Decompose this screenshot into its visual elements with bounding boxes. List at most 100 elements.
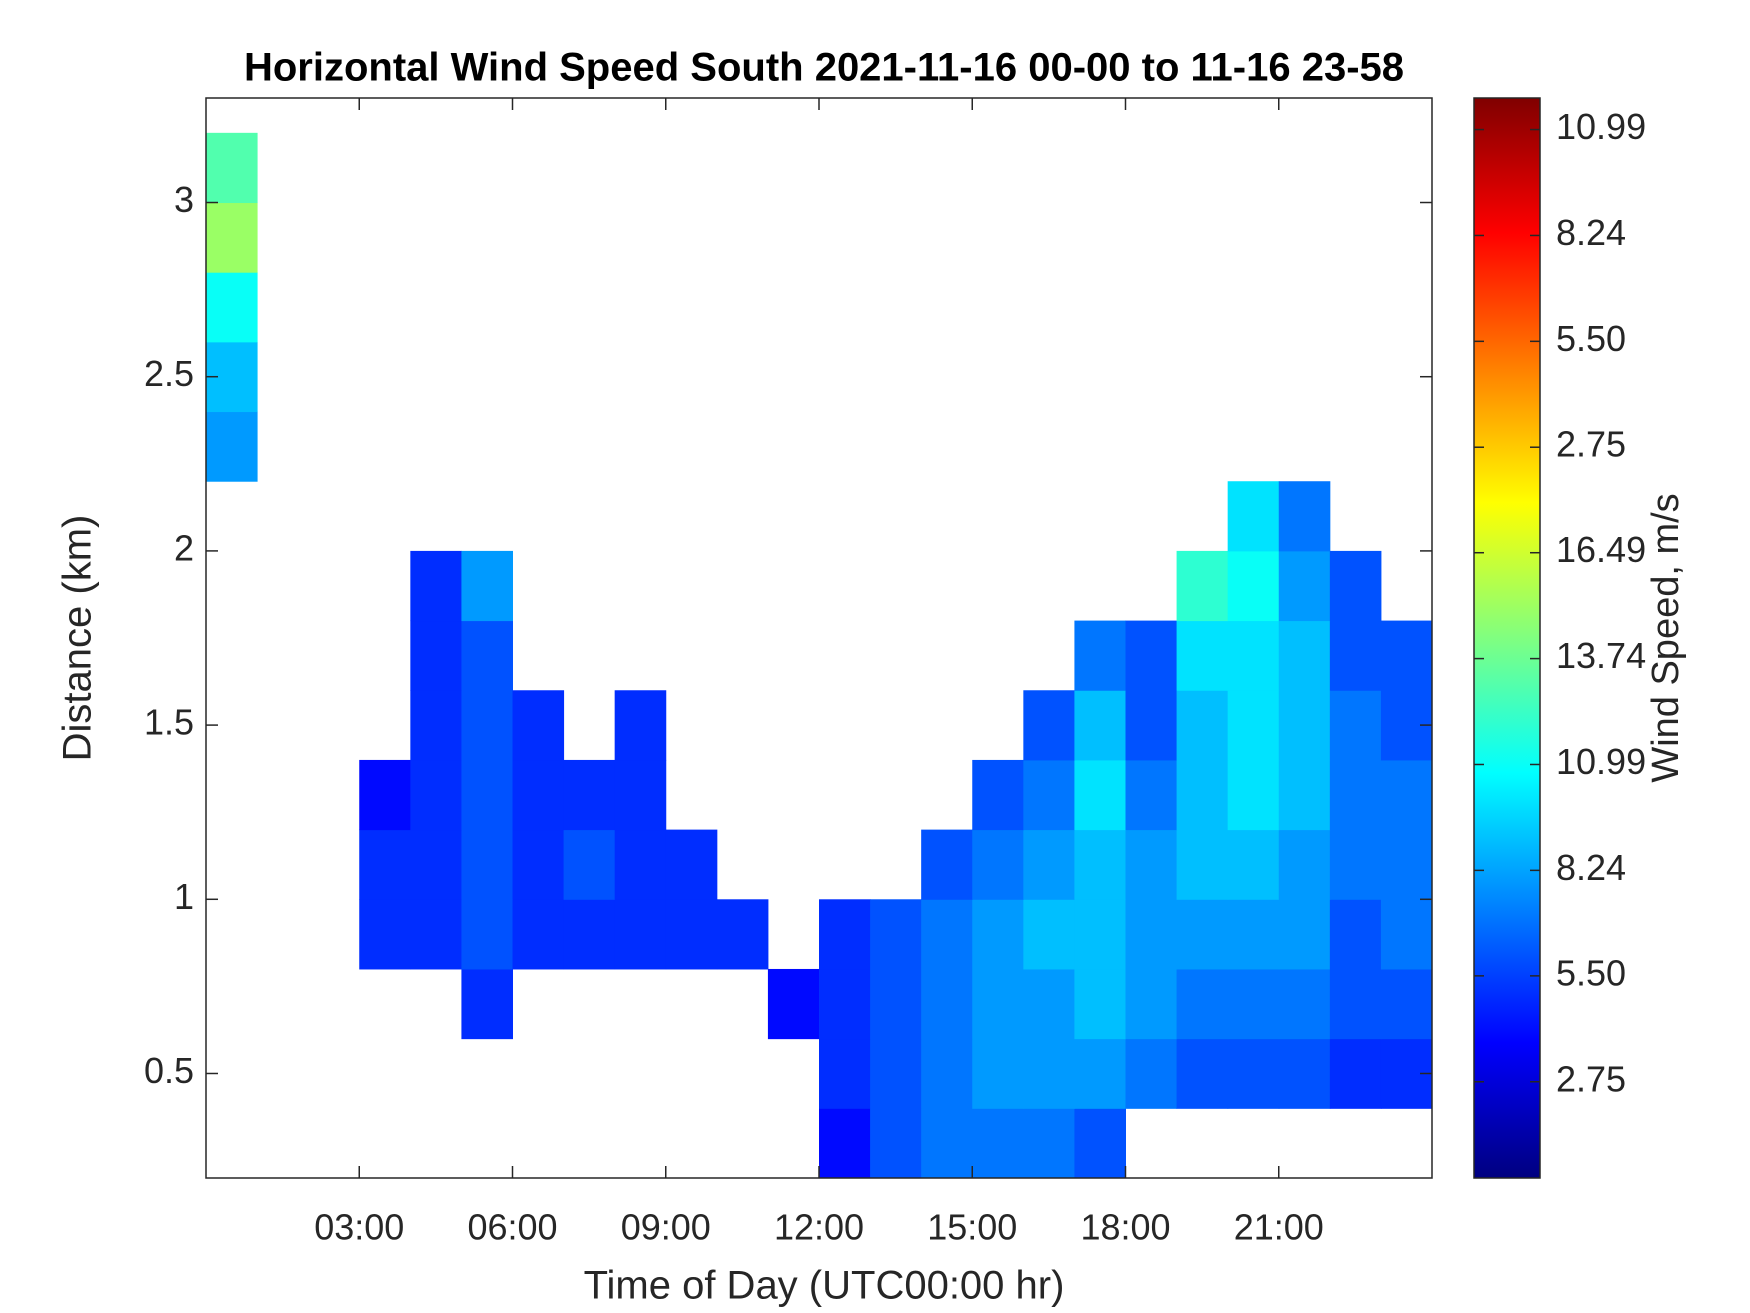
heatmap-cell	[614, 759, 667, 831]
heatmap-cell	[1329, 1038, 1382, 1109]
heatmap-cell	[1023, 690, 1075, 761]
heatmap-cell	[921, 899, 973, 970]
heatmap-cell	[870, 968, 922, 1040]
heatmap-cell	[1278, 690, 1331, 761]
heatmap-cell	[410, 690, 462, 761]
heatmap-cell	[1329, 690, 1382, 761]
heatmap-cell	[1125, 759, 1178, 831]
heatmap-cell	[461, 968, 513, 1040]
heatmap-cell	[359, 899, 411, 970]
heatmap-cell	[359, 829, 411, 900]
heatmap-cell	[512, 829, 565, 900]
heatmap-cell	[1125, 829, 1178, 900]
heatmap-cell	[1176, 968, 1229, 1040]
x-axis-label: Time of Day (UTC00:00 hr)	[584, 1264, 1065, 1308]
heatmap-cell	[206, 132, 258, 204]
heatmap-cell	[921, 968, 973, 1040]
heatmap-cell	[1227, 899, 1280, 970]
heatmap-cell	[461, 690, 513, 761]
heatmap-cell	[461, 899, 513, 970]
colorbar-tick-label: 5.50	[1556, 318, 1626, 359]
heatmap-cell	[870, 899, 922, 970]
heatmap-cell	[1125, 1038, 1178, 1109]
heatmap-cell	[410, 550, 462, 622]
heatmap-cell	[206, 202, 258, 273]
heatmap-cell	[972, 829, 1024, 900]
y-tick-label: 2.5	[144, 353, 194, 394]
y-tick-label: 2	[174, 527, 194, 568]
heatmap-cell	[1227, 1038, 1280, 1109]
heatmap-cell	[1176, 829, 1229, 900]
colorbar-tick-label: 2.75	[1556, 424, 1626, 465]
heatmap-cell	[1176, 759, 1229, 831]
heatmap-cell	[1074, 690, 1126, 761]
heatmap-cell	[1329, 899, 1382, 970]
colorbar	[1473, 97, 1541, 1179]
heatmap-cell	[1380, 899, 1432, 970]
heatmap-cell	[1023, 899, 1075, 970]
colorbar-tick-label: 10.99	[1556, 106, 1646, 147]
heatmap-cell	[1278, 899, 1331, 970]
heatmap-cell	[921, 1108, 973, 1178]
heatmap-cell	[972, 1108, 1024, 1178]
heatmap-cell	[461, 829, 513, 900]
heatmap-cell	[1329, 829, 1382, 900]
x-tick-label: 21:00	[1234, 1207, 1324, 1248]
heatmap-cell	[1074, 1108, 1126, 1178]
heatmap-cell	[359, 759, 411, 831]
heatmap-cell	[512, 759, 565, 831]
heatmap-cell	[767, 968, 820, 1040]
heatmap-cell	[461, 550, 513, 622]
x-tick-label: 06:00	[467, 1207, 557, 1248]
y-tick-label: 1	[174, 876, 194, 917]
heatmap-cell	[1278, 481, 1331, 552]
heatmap-cell	[1176, 550, 1229, 622]
heatmap-cell	[1125, 968, 1178, 1040]
heatmap-cell	[1380, 968, 1432, 1040]
heatmap-cell	[410, 829, 462, 900]
heatmap-cell	[563, 759, 616, 831]
heatmap-cell	[1278, 968, 1331, 1040]
heatmap-cell	[819, 899, 871, 970]
heatmap-cell	[1227, 550, 1280, 622]
colorbar-tick-label: 5.50	[1556, 952, 1626, 993]
heatmap-cell	[972, 759, 1024, 831]
heatmap-cell	[1023, 1108, 1075, 1178]
x-tick-label: 15:00	[927, 1207, 1017, 1248]
heatmap-cell	[1278, 620, 1331, 691]
heatmap-cell	[1023, 759, 1075, 831]
heatmap-cell	[716, 899, 769, 970]
y-tick-label: 1.5	[144, 702, 194, 743]
heatmap-cell	[1023, 968, 1075, 1040]
colorbar-tick-label: 13.74	[1556, 635, 1646, 676]
heatmap-cell	[1176, 620, 1229, 691]
heatmap-cell	[1380, 759, 1432, 831]
heatmap-cell	[461, 620, 513, 691]
heatmap-cell	[1074, 829, 1126, 900]
heatmap-cell	[1329, 759, 1382, 831]
heatmap-cells	[206, 132, 1432, 1178]
heatmap-cell	[1227, 829, 1280, 900]
x-tick-label: 03:00	[314, 1207, 404, 1248]
colorbar-tick-label: 8.24	[1556, 847, 1626, 888]
heatmap-cell	[614, 899, 667, 970]
heatmap-cell	[1023, 829, 1075, 900]
heatmap-cell	[819, 1108, 871, 1178]
heatmap-cell	[1227, 759, 1280, 831]
heatmap-cell	[665, 829, 718, 900]
heatmap-cell	[1125, 899, 1178, 970]
heatmap-cell	[1074, 968, 1126, 1040]
heatmap-cell	[1074, 1038, 1126, 1109]
x-tick-label: 09:00	[621, 1207, 711, 1248]
heatmap-cell	[1074, 899, 1126, 970]
heatmap-cell	[870, 1038, 922, 1109]
heatmap-cell	[819, 1038, 871, 1109]
heatmap-cell	[1329, 968, 1382, 1040]
heatmap-cell	[410, 759, 462, 831]
colorbar-tick-label: 16.49	[1556, 529, 1646, 570]
heatmap-cell	[1227, 968, 1280, 1040]
heatmap-cell	[410, 620, 462, 691]
heatmap-cell	[1074, 759, 1126, 831]
heatmap-cell	[1227, 481, 1280, 552]
